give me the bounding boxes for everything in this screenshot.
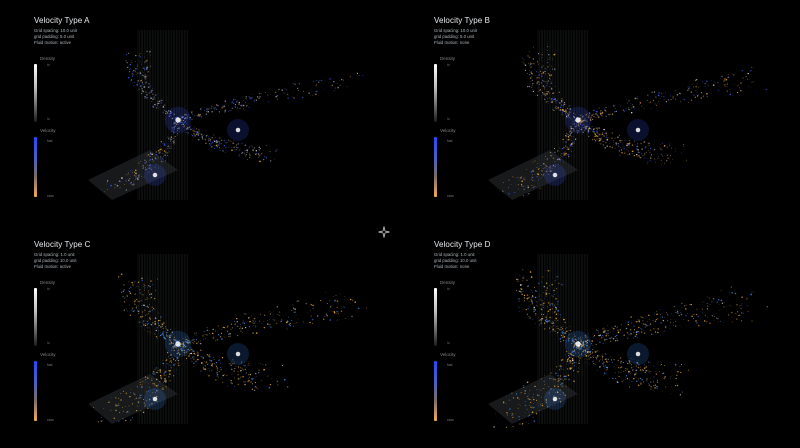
meta-grid-padding: grid padding: 5.0 unit xyxy=(434,34,475,39)
density-hi-tick: hi xyxy=(47,287,50,291)
density-lo-tick: lo xyxy=(47,117,50,121)
meta-fluid-motion: Fluid motion: none xyxy=(434,40,470,45)
density-hi-tick: hi xyxy=(447,287,450,291)
density-lo-tick: lo xyxy=(447,341,450,345)
density-color-bar xyxy=(34,288,37,346)
velocity-color-bar xyxy=(434,137,437,197)
velocity-hi-tick: fast xyxy=(47,363,53,367)
panel-velocity-b: Velocity Type B Grid spacing: 10.0 unit … xyxy=(400,0,800,224)
velocity-legend-label: Velocity xyxy=(440,128,456,133)
density-color-bar xyxy=(434,64,437,122)
density-hi-tick: hi xyxy=(447,63,450,67)
velocity-lo-tick: slow xyxy=(447,194,454,198)
meta-grid-spacing: Grid spacing: 1.0 unit xyxy=(34,252,75,257)
panel-velocity-c: Velocity Type C Grid spacing: 1.0 unit g… xyxy=(0,224,400,448)
velocity-legend-label: Velocity xyxy=(440,352,456,357)
meta-grid-padding: grid padding: 5.0 unit xyxy=(34,34,75,39)
particle-visualization xyxy=(88,30,364,200)
velocity-lo-tick: slow xyxy=(47,418,54,422)
panel-title: Velocity Type C xyxy=(34,240,91,249)
density-legend-label: Density xyxy=(440,56,456,61)
particle-visualization xyxy=(488,30,767,200)
meta-grid-spacing: Grid spacing: 10.0 unit xyxy=(34,28,77,33)
sparkle-icon[interactable] xyxy=(378,226,390,238)
meta-grid-spacing: Grid spacing: 10.0 unit xyxy=(434,28,477,33)
panel-title: Velocity Type B xyxy=(434,16,491,25)
panel-title: Velocity Type D xyxy=(434,240,491,249)
particle-visualization xyxy=(88,254,368,424)
velocity-lo-tick: slow xyxy=(47,194,54,198)
meta-grid-padding: grid padding: 10.0 unit xyxy=(434,258,477,263)
density-lo-tick: lo xyxy=(47,341,50,345)
meta-fluid-motion: Fluid motion: none xyxy=(434,264,470,269)
velocity-color-bar xyxy=(434,361,437,421)
density-lo-tick: lo xyxy=(447,117,450,121)
panel-title: Velocity Type A xyxy=(34,16,90,25)
density-legend-label: Density xyxy=(40,280,56,285)
velocity-legend-label: Velocity xyxy=(40,128,56,133)
density-hi-tick: hi xyxy=(47,63,50,67)
panel-velocity-a: Velocity Type A Grid spacing: 10.0 unit … xyxy=(0,0,400,224)
meta-fluid-motion: Fluid motion: active xyxy=(34,40,72,45)
density-legend-label: Density xyxy=(40,56,56,61)
velocity-color-bar xyxy=(34,137,37,197)
velocity-hi-tick: fast xyxy=(447,139,453,143)
panel-velocity-d: Velocity Type D Grid spacing: 1.0 unit g… xyxy=(400,224,800,448)
velocity-lo-tick: slow xyxy=(447,418,454,422)
density-color-bar xyxy=(434,288,437,346)
density-legend-label: Density xyxy=(440,280,456,285)
density-color-bar xyxy=(34,64,37,122)
velocity-hi-tick: fast xyxy=(47,139,53,143)
particle-visualization xyxy=(488,254,768,428)
velocity-color-bar xyxy=(34,361,37,421)
meta-fluid-motion: Fluid motion: active xyxy=(34,264,72,269)
velocity-hi-tick: fast xyxy=(447,363,453,367)
velocity-legend-label: Velocity xyxy=(40,352,56,357)
meta-grid-spacing: Grid spacing: 1.0 unit xyxy=(434,252,475,257)
meta-grid-padding: grid padding: 10.0 unit xyxy=(34,258,77,263)
